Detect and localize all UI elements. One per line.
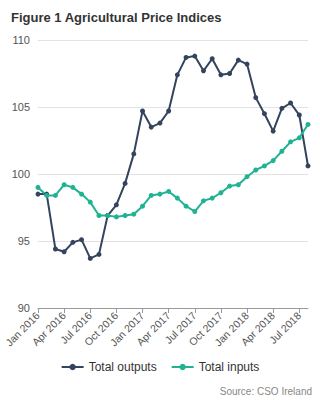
svg-text:Apr 2018: Apr 2018 [239, 310, 278, 348]
svg-text:Jul 2016: Jul 2016 [58, 310, 95, 346]
svg-text:Total inputs: Total inputs [199, 360, 260, 374]
svg-text:Jul 2018: Jul 2018 [267, 310, 303, 346]
svg-text:Oct 2016: Oct 2016 [82, 310, 121, 348]
svg-text:Jan 2016: Jan 2016 [3, 310, 42, 349]
svg-text:Total outputs: Total outputs [89, 360, 157, 374]
svg-text:100: 100 [12, 168, 30, 180]
svg-text:Apr 2017: Apr 2017 [134, 310, 173, 348]
svg-text:Jul 2017: Jul 2017 [162, 310, 199, 346]
svg-text:Apr 2016: Apr 2016 [30, 310, 68, 348]
svg-text:Figure 1 Agricultural Price In: Figure 1 Agricultural Price Indices [11, 10, 221, 25]
svg-text:105: 105 [12, 101, 30, 113]
svg-text:110: 110 [12, 34, 30, 46]
svg-text:Source: CSO Ireland: Source: CSO Ireland [220, 386, 312, 397]
svg-text:Jan 2017: Jan 2017 [108, 310, 147, 349]
svg-text:90: 90 [18, 302, 30, 314]
svg-text:Jan 2018: Jan 2018 [212, 310, 251, 349]
svg-text:95: 95 [18, 235, 30, 247]
svg-text:Oct 2017: Oct 2017 [186, 310, 225, 348]
